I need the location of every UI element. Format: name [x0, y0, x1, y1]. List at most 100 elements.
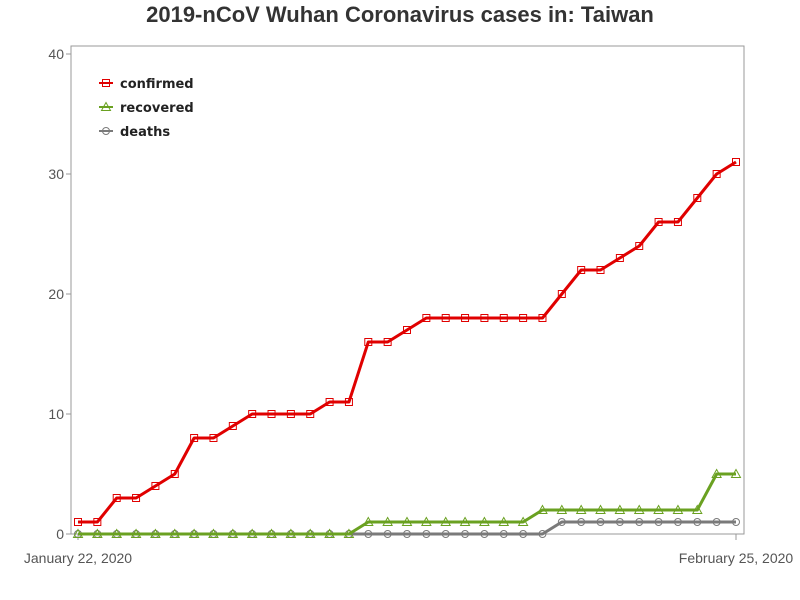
confirmed-point [654, 218, 663, 226]
y-tick-label: 40 [48, 46, 64, 62]
deaths-point [693, 518, 702, 526]
legend-item-confirmed: confirmed [99, 77, 194, 92]
legend-item-recovered: recovered [99, 101, 194, 116]
y-tick-label: 30 [48, 166, 64, 182]
confirmed-point [383, 338, 392, 346]
recovered-point [633, 504, 645, 514]
recovered-point [556, 504, 568, 514]
recovered-point [382, 516, 394, 526]
recovered-point [691, 504, 703, 514]
confirmed-point [461, 314, 470, 322]
deaths-point [519, 530, 528, 538]
recovered-point [111, 528, 123, 538]
confirmed-point [344, 398, 353, 406]
confirmed-point [480, 314, 489, 322]
confirmed-point [364, 338, 373, 346]
confirmed-point [325, 398, 334, 406]
confirmed-point [306, 410, 315, 418]
legend-label: confirmed [120, 77, 194, 92]
plot-frame [70, 45, 745, 535]
confirmed-point [93, 518, 102, 526]
confirmed-series [74, 158, 740, 526]
recovered-point [711, 468, 723, 478]
legend-marker-icon [102, 127, 110, 135]
recovered-point [324, 528, 335, 538]
recovered-point [304, 528, 316, 538]
confirmed-point [732, 158, 740, 166]
confirmed-point [557, 290, 566, 298]
confirmed-point [170, 470, 179, 478]
recovered-point [169, 528, 181, 538]
confirmed-point [635, 242, 644, 250]
recovered-point [91, 528, 103, 538]
recovered-point [479, 516, 490, 526]
recovered-point [517, 516, 529, 526]
recovered-point [653, 504, 664, 514]
legend-marker-icon [100, 101, 112, 111]
deaths-point [499, 530, 508, 538]
recovered-point [246, 528, 258, 538]
confirmed-point [615, 254, 624, 262]
legend-marker-icon [102, 79, 110, 87]
x-axis: January 22, 2020 February 25, 2020 [24, 534, 794, 566]
recovered-point [595, 504, 606, 514]
recovered-point [401, 516, 413, 526]
recovered-point [672, 504, 684, 514]
legend-item-deaths: deaths [99, 125, 170, 140]
legend: confirmed recovered deaths [99, 77, 194, 140]
confirmed-point [151, 482, 160, 490]
confirmed-point [286, 410, 295, 418]
recovered-point [537, 504, 548, 514]
confirmed-point [538, 314, 547, 322]
deaths-point [615, 518, 624, 526]
recovered-point [575, 504, 587, 514]
confirmed-point [190, 434, 199, 442]
confirmed-point [712, 170, 721, 178]
confirmed-point [403, 326, 411, 334]
chart-title: 2019-nCoV Wuhan Coronavirus cases in: Ta… [146, 2, 654, 27]
recovered-point [498, 516, 510, 526]
deaths-point [712, 518, 721, 526]
x-tick-label: February 25, 2020 [679, 550, 794, 566]
confirmed-point [596, 266, 605, 274]
recovered-point [130, 528, 142, 538]
recovered-point [72, 528, 84, 538]
confirmed-point [267, 410, 276, 418]
confirmed-line [78, 160, 737, 524]
deaths-point [673, 518, 682, 526]
recovered-point [188, 528, 200, 538]
series-layer [72, 158, 742, 538]
deaths-point [383, 530, 392, 538]
confirmed-point [422, 314, 431, 322]
deaths-point [732, 518, 740, 526]
confirmed-point [693, 194, 702, 202]
deaths-point [422, 530, 431, 538]
recovered-point [459, 516, 471, 526]
recovered-point [420, 516, 432, 526]
deaths-point [480, 530, 489, 538]
confirmed-point [132, 494, 141, 502]
x-tick-label: January 22, 2020 [24, 550, 132, 566]
confirmed-point [228, 422, 237, 430]
deaths-point [596, 518, 605, 526]
y-tick-label: 0 [56, 526, 64, 542]
recovered-point [730, 468, 742, 478]
deaths-point [538, 530, 547, 538]
recovered-point [227, 528, 239, 538]
deaths-point [635, 518, 644, 526]
deaths-point [654, 518, 663, 526]
deaths-point [461, 530, 470, 538]
y-tick-label: 10 [48, 406, 64, 422]
confirmed-point [577, 266, 586, 274]
confirmed-point [441, 314, 450, 322]
recovered-point [614, 504, 626, 514]
legend-label: deaths [120, 125, 170, 140]
y-tick-label: 20 [48, 286, 64, 302]
recovered-point [285, 528, 297, 538]
confirmed-point [499, 314, 508, 322]
confirmed-point [248, 410, 257, 418]
confirmed-point [74, 518, 82, 526]
recovered-point [343, 528, 355, 538]
y-axis: 0 10 20 30 40 [48, 46, 71, 542]
